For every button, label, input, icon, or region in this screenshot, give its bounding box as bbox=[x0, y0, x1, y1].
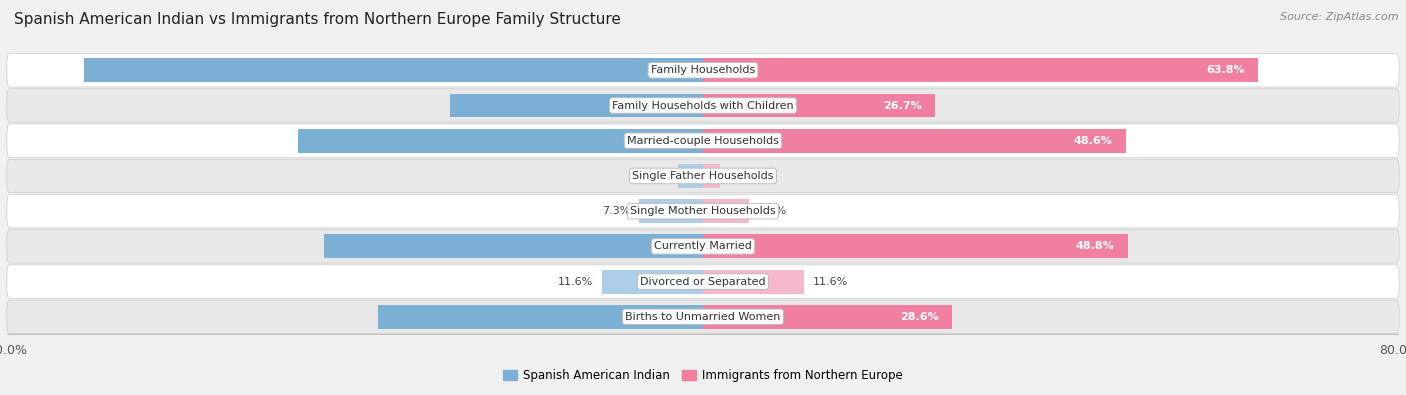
Text: 63.8%: 63.8% bbox=[1206, 65, 1244, 75]
Bar bbox=[703, 199, 749, 223]
Text: 48.6%: 48.6% bbox=[1074, 136, 1112, 146]
Text: 11.6%: 11.6% bbox=[558, 276, 593, 287]
Text: Spanish American Indian vs Immigrants from Northern Europe Family Structure: Spanish American Indian vs Immigrants fr… bbox=[14, 12, 621, 27]
Bar bbox=[703, 270, 804, 293]
Text: Family Households: Family Households bbox=[651, 65, 755, 75]
Text: Currently Married: Currently Married bbox=[654, 241, 752, 251]
Text: Family Households with Children: Family Households with Children bbox=[612, 100, 794, 111]
Text: Single Father Households: Single Father Households bbox=[633, 171, 773, 181]
Text: 11.6%: 11.6% bbox=[813, 276, 848, 287]
FancyBboxPatch shape bbox=[7, 194, 1399, 228]
Text: 43.6%: 43.6% bbox=[690, 241, 728, 251]
Text: Births to Unmarried Women: Births to Unmarried Women bbox=[626, 312, 780, 322]
FancyBboxPatch shape bbox=[7, 265, 1399, 298]
Bar bbox=[298, 129, 703, 153]
FancyBboxPatch shape bbox=[7, 89, 1399, 122]
Text: 37.4%: 37.4% bbox=[690, 312, 728, 322]
Bar bbox=[703, 94, 935, 117]
Text: Single Mother Households: Single Mother Households bbox=[630, 206, 776, 216]
FancyBboxPatch shape bbox=[7, 124, 1399, 158]
Bar bbox=[703, 58, 1258, 82]
Bar bbox=[703, 129, 1126, 153]
Bar bbox=[602, 270, 703, 293]
Bar bbox=[703, 305, 952, 329]
Bar bbox=[378, 305, 703, 329]
Text: 46.6%: 46.6% bbox=[690, 136, 728, 146]
Text: 28.6%: 28.6% bbox=[900, 312, 939, 322]
Bar bbox=[703, 164, 720, 188]
Text: 7.3%: 7.3% bbox=[602, 206, 631, 216]
FancyBboxPatch shape bbox=[7, 54, 1399, 87]
Legend: Spanish American Indian, Immigrants from Northern Europe: Spanish American Indian, Immigrants from… bbox=[499, 364, 907, 386]
Bar bbox=[450, 94, 703, 117]
FancyBboxPatch shape bbox=[7, 300, 1399, 333]
Bar bbox=[323, 234, 703, 258]
FancyBboxPatch shape bbox=[7, 229, 1399, 263]
Bar bbox=[678, 164, 703, 188]
Bar bbox=[640, 199, 703, 223]
Text: 2.0%: 2.0% bbox=[730, 171, 758, 181]
Text: 5.3%: 5.3% bbox=[758, 206, 786, 216]
Text: Married-couple Households: Married-couple Households bbox=[627, 136, 779, 146]
Text: Divorced or Separated: Divorced or Separated bbox=[640, 276, 766, 287]
Text: 2.9%: 2.9% bbox=[641, 171, 669, 181]
Bar bbox=[83, 58, 703, 82]
Text: 26.7%: 26.7% bbox=[883, 100, 922, 111]
Bar bbox=[703, 234, 1128, 258]
Text: Source: ZipAtlas.com: Source: ZipAtlas.com bbox=[1281, 12, 1399, 22]
Text: 29.1%: 29.1% bbox=[690, 100, 728, 111]
Text: 71.2%: 71.2% bbox=[690, 65, 728, 75]
FancyBboxPatch shape bbox=[7, 159, 1399, 193]
Text: 48.8%: 48.8% bbox=[1076, 241, 1115, 251]
